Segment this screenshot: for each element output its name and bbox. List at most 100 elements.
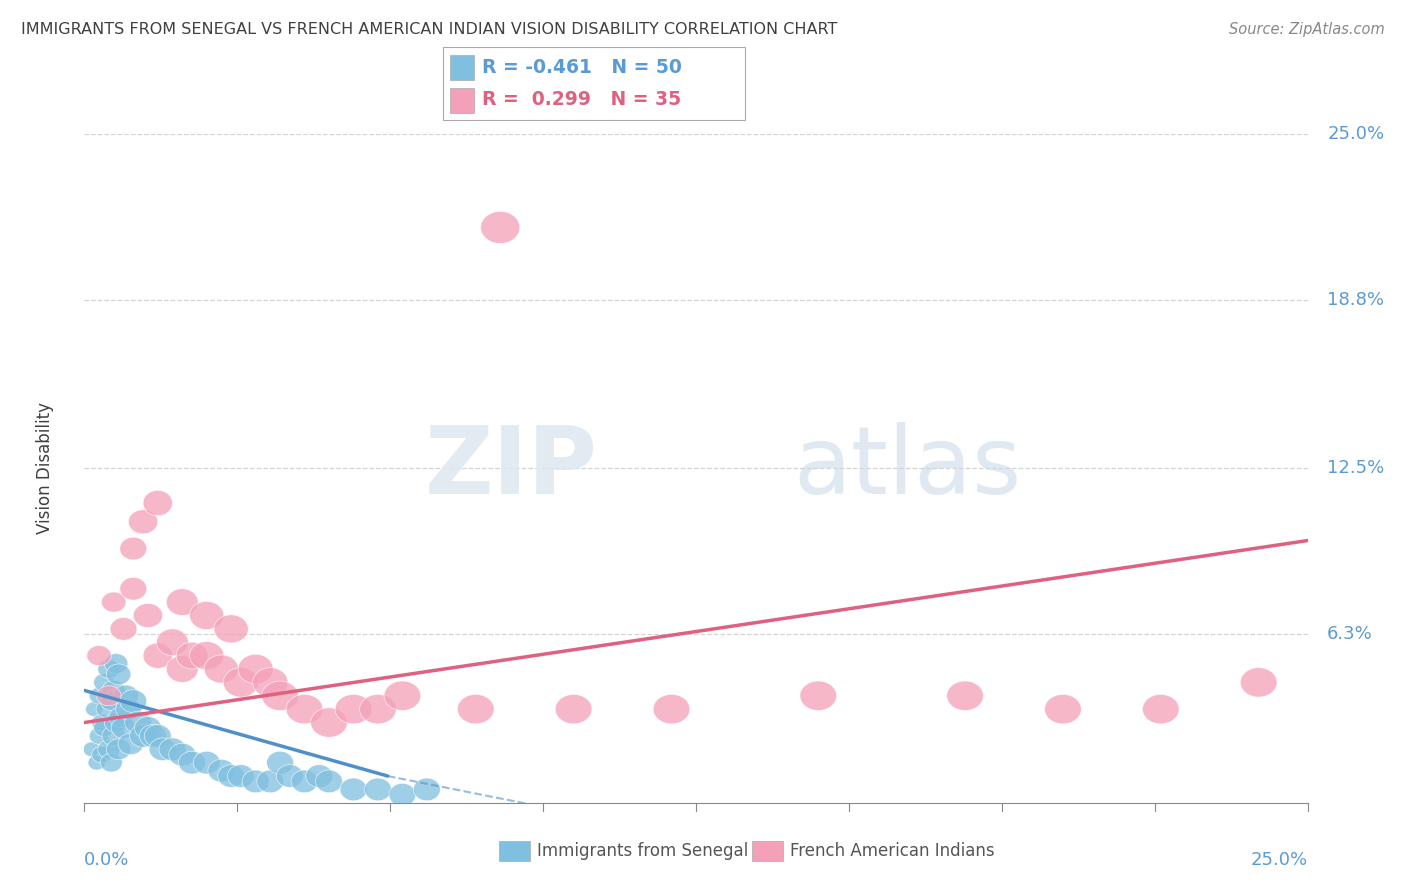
Ellipse shape: [166, 656, 198, 682]
Ellipse shape: [364, 778, 391, 801]
Ellipse shape: [128, 510, 157, 533]
Ellipse shape: [262, 681, 298, 710]
Ellipse shape: [253, 667, 288, 698]
Ellipse shape: [91, 747, 111, 763]
Ellipse shape: [257, 770, 284, 793]
Text: Vision Disability: Vision Disability: [35, 402, 53, 534]
Ellipse shape: [179, 751, 205, 774]
Ellipse shape: [156, 629, 188, 656]
Ellipse shape: [98, 660, 120, 678]
Ellipse shape: [143, 643, 173, 668]
Text: 18.8%: 18.8%: [1327, 291, 1384, 309]
Ellipse shape: [384, 681, 420, 710]
Ellipse shape: [134, 604, 163, 628]
Ellipse shape: [340, 778, 367, 801]
Text: IMMIGRANTS FROM SENEGAL VS FRENCH AMERICAN INDIAN VISION DISABILITY CORRELATION : IMMIGRANTS FROM SENEGAL VS FRENCH AMERIC…: [21, 22, 838, 37]
Ellipse shape: [89, 728, 108, 744]
Ellipse shape: [315, 770, 343, 793]
Ellipse shape: [145, 724, 172, 747]
Text: atlas: atlas: [794, 422, 1022, 515]
Ellipse shape: [1240, 667, 1277, 698]
Text: R = -0.461   N = 50: R = -0.461 N = 50: [482, 58, 682, 78]
Ellipse shape: [305, 764, 333, 788]
Ellipse shape: [277, 764, 304, 788]
Ellipse shape: [139, 724, 166, 747]
Ellipse shape: [94, 673, 114, 691]
Ellipse shape: [224, 667, 259, 698]
Text: Immigrants from Senegal: Immigrants from Senegal: [537, 842, 748, 860]
Ellipse shape: [114, 685, 139, 706]
Ellipse shape: [87, 646, 111, 665]
Ellipse shape: [120, 537, 146, 560]
Ellipse shape: [267, 751, 294, 774]
Ellipse shape: [97, 686, 121, 706]
Ellipse shape: [176, 642, 208, 669]
Ellipse shape: [360, 694, 396, 724]
Text: 25.0%: 25.0%: [1327, 125, 1385, 143]
Text: Source: ZipAtlas.com: Source: ZipAtlas.com: [1229, 22, 1385, 37]
Ellipse shape: [107, 739, 131, 760]
Ellipse shape: [104, 654, 128, 673]
Ellipse shape: [169, 743, 195, 766]
Ellipse shape: [100, 692, 122, 710]
Text: 12.5%: 12.5%: [1327, 459, 1385, 477]
Ellipse shape: [118, 733, 143, 755]
Ellipse shape: [94, 719, 114, 737]
Ellipse shape: [800, 681, 837, 710]
Ellipse shape: [287, 694, 323, 724]
Text: ZIP: ZIP: [425, 422, 598, 515]
Ellipse shape: [208, 759, 235, 782]
Ellipse shape: [89, 688, 108, 704]
Text: 25.0%: 25.0%: [1250, 851, 1308, 869]
Ellipse shape: [98, 740, 120, 758]
Ellipse shape: [193, 751, 221, 774]
Ellipse shape: [91, 714, 111, 731]
Ellipse shape: [311, 708, 347, 737]
Ellipse shape: [457, 694, 494, 724]
Ellipse shape: [214, 615, 249, 643]
Ellipse shape: [107, 664, 131, 685]
Ellipse shape: [96, 700, 117, 718]
Ellipse shape: [111, 717, 136, 739]
Ellipse shape: [115, 698, 141, 720]
Ellipse shape: [555, 694, 592, 724]
Ellipse shape: [120, 690, 146, 713]
Ellipse shape: [291, 770, 318, 793]
Ellipse shape: [204, 655, 239, 683]
Ellipse shape: [190, 641, 224, 670]
Ellipse shape: [110, 617, 136, 640]
Ellipse shape: [481, 211, 520, 244]
Ellipse shape: [218, 764, 245, 788]
Text: R =  0.299   N = 35: R = 0.299 N = 35: [482, 90, 682, 110]
Ellipse shape: [166, 589, 198, 615]
Ellipse shape: [159, 738, 186, 761]
Ellipse shape: [413, 778, 440, 801]
Text: 0.0%: 0.0%: [84, 851, 129, 869]
Ellipse shape: [228, 764, 254, 788]
Ellipse shape: [103, 681, 125, 700]
Ellipse shape: [120, 577, 146, 600]
Ellipse shape: [108, 706, 134, 728]
Ellipse shape: [143, 491, 173, 516]
Ellipse shape: [242, 770, 269, 793]
Ellipse shape: [190, 601, 224, 630]
Ellipse shape: [1143, 694, 1180, 724]
Ellipse shape: [83, 742, 100, 756]
Ellipse shape: [103, 726, 125, 746]
Ellipse shape: [389, 783, 416, 806]
Ellipse shape: [335, 694, 371, 724]
Ellipse shape: [654, 694, 690, 724]
Ellipse shape: [100, 753, 122, 772]
Ellipse shape: [946, 681, 983, 710]
Ellipse shape: [129, 724, 156, 747]
Ellipse shape: [238, 655, 273, 683]
Ellipse shape: [101, 592, 127, 612]
Ellipse shape: [104, 713, 128, 732]
Ellipse shape: [1045, 694, 1081, 724]
Text: French American Indians: French American Indians: [790, 842, 995, 860]
Text: 6.3%: 6.3%: [1327, 625, 1372, 643]
Ellipse shape: [125, 711, 152, 734]
Ellipse shape: [135, 716, 162, 739]
Ellipse shape: [86, 702, 103, 716]
Ellipse shape: [149, 738, 176, 761]
